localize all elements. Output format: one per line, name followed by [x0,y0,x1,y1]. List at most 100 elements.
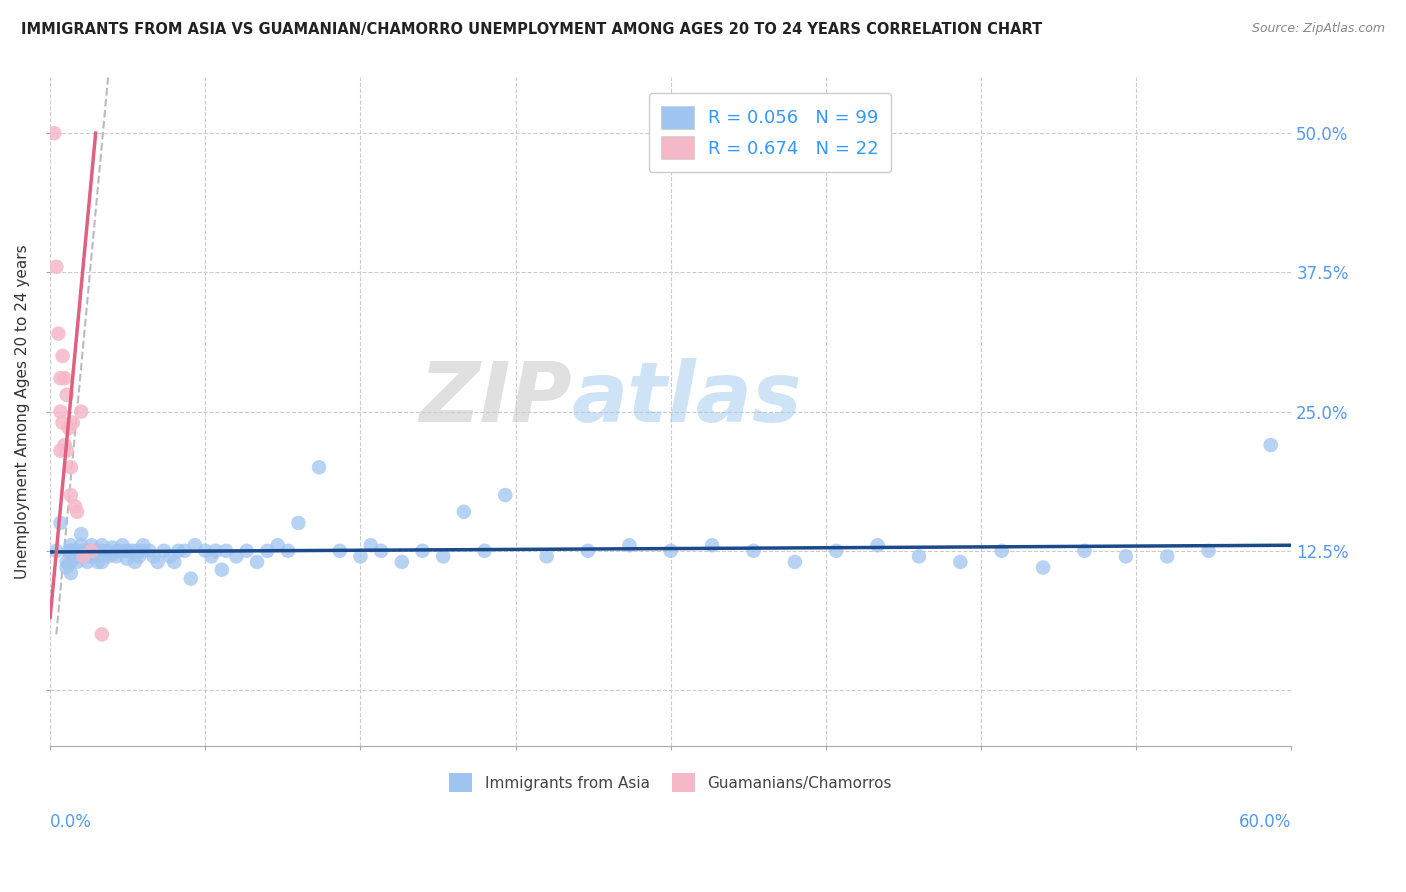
Point [79,543,101,558]
Point [59,460,82,475]
Point [58,543,80,558]
Point [246,555,269,569]
Point [59,538,82,552]
Point [225,549,247,564]
Point [55,443,77,458]
Point [411,543,433,558]
Point [619,538,641,552]
Point [990,543,1012,558]
Point [90,538,112,552]
Point [70,549,93,564]
Point [62,416,84,430]
Point [949,555,972,569]
Point [132,538,155,552]
Point [111,538,134,552]
Point [118,543,141,558]
Point [53,371,76,385]
Point [90,627,112,641]
Text: IMMIGRANTS FROM ASIA VS GUAMANIAN/CHAMORRO UNEMPLOYMENT AMONG AGES 20 TO 24 YEAR: IMMIGRANTS FROM ASIA VS GUAMANIAN/CHAMOR… [21,22,1042,37]
Point [75,549,97,564]
Point [159,549,181,564]
Point [89,543,111,558]
Point [105,549,128,564]
Point [349,549,371,564]
Point [58,421,80,435]
Point [128,549,150,564]
Point [70,527,93,541]
Point [80,543,103,558]
Point [80,543,103,558]
Point [55,388,77,402]
Point [204,543,226,558]
Point [84,549,107,564]
Point [124,555,146,569]
Point [115,551,138,566]
Text: 0.0%: 0.0% [51,813,91,830]
Point [1115,549,1137,564]
Point [49,371,72,385]
Point [45,543,67,558]
Point [494,488,516,502]
Point [453,505,475,519]
Point [48,326,70,341]
Point [105,543,128,558]
Point [76,555,98,569]
Point [63,500,86,514]
Point [825,543,848,558]
Point [97,549,120,564]
Point [256,543,278,558]
Point [70,404,93,418]
Point [370,543,392,558]
Point [1032,560,1054,574]
Point [360,538,382,552]
Point [107,543,129,558]
Point [277,543,299,558]
Point [59,566,82,580]
Point [267,538,290,552]
Point [132,543,155,558]
Point [66,505,89,519]
Point [44,126,66,140]
Text: ZIP: ZIP [419,358,571,439]
Point [80,549,103,564]
Point [1156,549,1178,564]
Point [51,416,73,430]
Point [194,543,217,558]
Text: 60.0%: 60.0% [1239,813,1291,830]
Point [76,543,98,558]
Point [63,543,86,558]
Point [97,543,120,558]
Point [1073,543,1095,558]
Point [180,572,202,586]
Point [153,543,176,558]
Point [122,543,145,558]
Point [200,549,222,564]
Point [101,541,124,555]
Point [536,549,558,564]
Point [49,443,72,458]
Point [59,488,82,502]
Point [55,555,77,569]
Point [908,549,931,564]
Point [51,349,73,363]
Point [114,543,136,558]
Point [59,555,82,569]
Point [59,543,82,558]
Point [211,563,233,577]
Point [45,260,67,274]
Point [287,516,309,530]
Point [1198,543,1220,558]
Point [90,555,112,569]
Point [63,549,86,564]
Point [49,516,72,530]
Point [84,543,107,558]
Point [90,543,112,558]
Point [235,543,257,558]
Point [66,543,89,558]
Point [308,460,330,475]
Point [474,543,496,558]
Point [55,560,77,574]
Point [167,543,190,558]
Text: Source: ZipAtlas.com: Source: ZipAtlas.com [1251,22,1385,36]
Point [163,555,186,569]
